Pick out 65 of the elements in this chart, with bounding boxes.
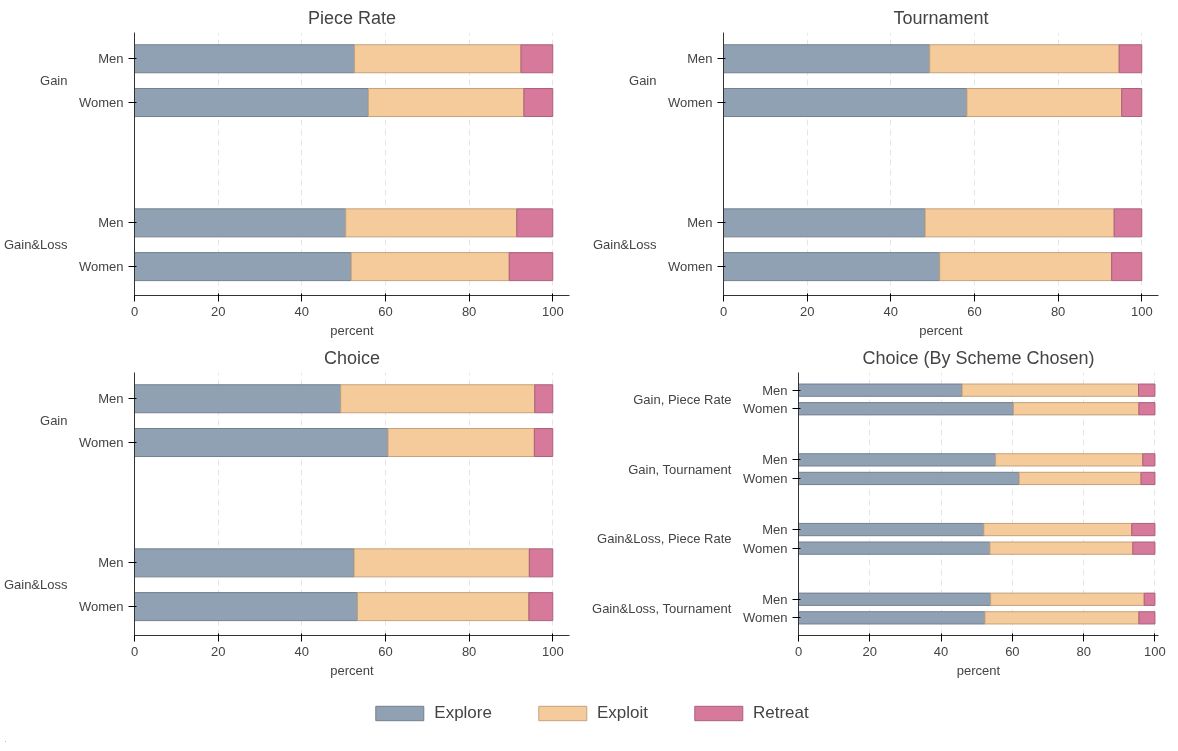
legend-label: Retreat [752,703,809,723]
y-tick-label: Men [98,391,124,407]
x-tick-label: 100 [1130,303,1153,319]
y-tick-label: Women [667,259,713,275]
y-tick-label: Men [687,215,713,231]
text: Gain&Loss [592,237,657,253]
y-tick-label: Women [78,95,124,111]
x-tick-label: 20 [799,303,815,319]
text: Gain [40,73,68,89]
x-tick-label: 40 [294,643,310,659]
y-tick-label: Men [762,452,788,468]
text: Gain&Loss [3,237,68,253]
y-tick-label: Men [762,382,788,398]
legend-label: Explore [434,703,492,723]
x-tick-label: 40 [883,303,899,319]
y-tick-label: Women [742,540,788,556]
y-tick-label: Men [762,522,788,538]
y-tick-label: Men [98,215,124,231]
y-tick-label: Women [742,470,788,486]
x-tick-label: 60 [967,303,982,319]
x-tick-label: 80 [1076,643,1091,659]
chart-title: Piece Rate [307,7,397,28]
text: Gain [40,413,68,429]
x-tick-label: 0 [130,643,139,659]
text: Gain&Loss [3,577,68,593]
x-tick-label: 100 [1144,643,1166,659]
y-tick-label: Women [78,259,124,275]
text: Gain, Tournament [628,461,732,477]
y-tick-label: Men [762,591,788,607]
y-tick-label: Women [78,435,124,451]
x-tick-label: 40 [294,303,310,319]
x-axis-title: percent [330,322,375,338]
x-tick-label: 0 [794,643,803,659]
x-tick-label: 40 [933,643,949,659]
chart-title: Choice (By Scheme Chosen) [862,347,1095,368]
text: Gain&Loss, Piece Rate [597,531,732,547]
x-axis-title: percent [919,322,964,338]
chart-title: Choice [323,347,381,368]
x-tick-label: 0 [130,303,139,319]
text: Gain, Piece Rate [633,391,732,407]
y-tick-label: Women [667,95,713,111]
x-axis-title: percent [330,662,375,678]
y-tick-label: Men [98,555,124,571]
x-tick-label: 80 [461,643,477,659]
y-tick-label: Men [687,51,713,67]
x-tick-label: 20 [210,303,226,319]
text: Gain [629,73,657,89]
x-axis-title: percent [956,662,1001,678]
x-tick-label: 100 [541,643,564,659]
x-tick-label: 80 [1050,303,1066,319]
text: Gain&Loss, Tournament [592,601,732,617]
chart-title: Tournament [893,7,989,28]
x-tick-label: 60 [1005,643,1020,659]
x-tick-label: 80 [461,303,477,319]
x-tick-label: 60 [378,643,393,659]
y-tick-label: Women [742,610,788,626]
x-tick-label: 20 [210,643,226,659]
y-tick-label: Men [98,51,124,67]
x-tick-label: 100 [541,303,564,319]
x-tick-label: 0 [719,303,728,319]
legend-label: Exploit [596,703,648,723]
y-tick-label: Women [742,401,788,417]
x-tick-label: 60 [378,303,393,319]
x-tick-label: 20 [862,643,878,659]
y-tick-label: Women [78,599,124,615]
